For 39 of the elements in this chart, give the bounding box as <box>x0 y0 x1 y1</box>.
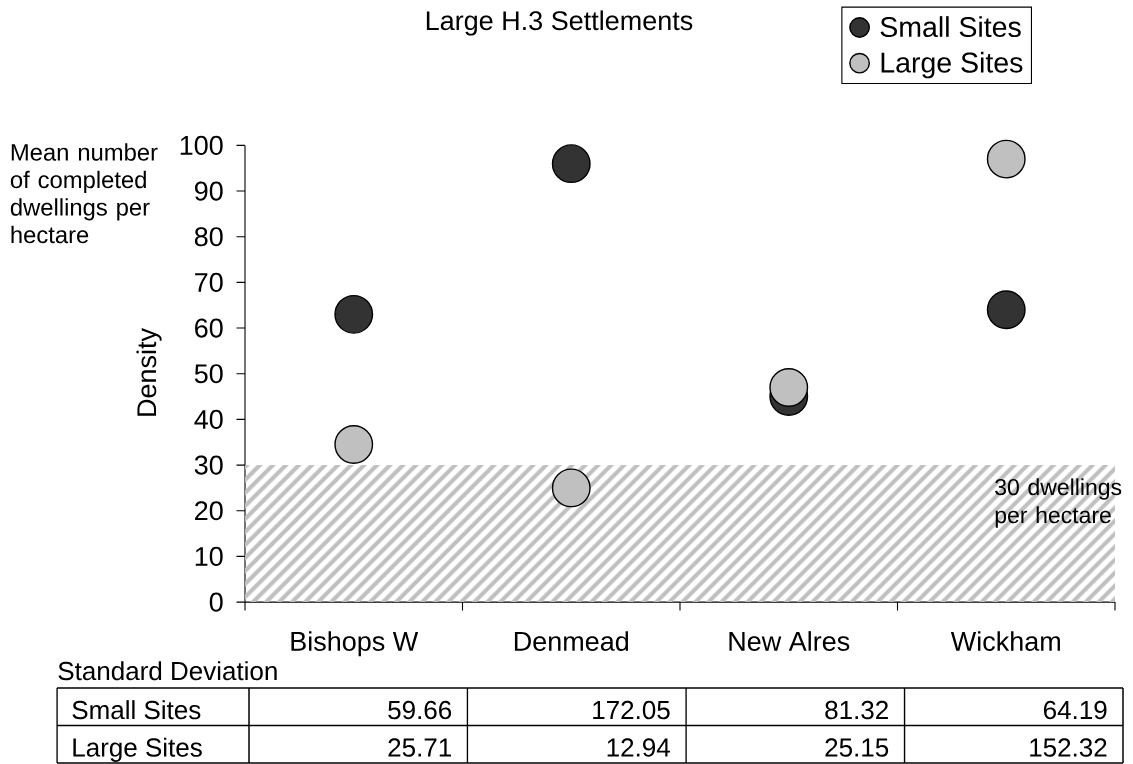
text: Standard Deviation <box>58 661 277 681</box>
text: Mean number of completed dwellings per hectare <box>10 143 158 244</box>
chart-title: Large H.3 Settlements <box>426 10 693 36</box>
point <box>334 425 374 464</box>
y-tick-label: 40 <box>194 409 223 429</box>
legend-label: Large Sites <box>881 51 1023 79</box>
text: 152.32 <box>1030 738 1107 757</box>
text: Small Sites <box>72 700 201 720</box>
legend-label: Small Sites <box>880 16 1021 38</box>
y-tick-label: 50 <box>194 364 223 384</box>
text: 59.66 <box>388 700 452 720</box>
text: 12.94 <box>607 738 670 757</box>
point <box>986 290 1026 330</box>
y-tick-label: 20 <box>195 501 223 521</box>
y-tick-label: 60 <box>195 318 223 338</box>
y-axis-title: Density <box>136 328 162 416</box>
point <box>769 367 809 407</box>
text: 25.15 <box>825 738 889 757</box>
y-tick-label: 70 <box>195 272 223 292</box>
y-tick-label: 0 <box>209 592 223 612</box>
text: 64.19 <box>1043 700 1107 720</box>
point <box>551 468 591 508</box>
y-tick-label: 100 <box>180 135 223 155</box>
text: 172.05 <box>593 700 670 720</box>
x-tick-label: Denmead <box>514 631 629 651</box>
text: Large Sites <box>73 737 202 762</box>
point <box>551 144 591 184</box>
x-tick-label: Bishops W <box>291 631 419 657</box>
band-label: 30 dwellings per hectare <box>995 478 1122 528</box>
text: 25.71 <box>388 738 451 757</box>
y-tick-label: 30 <box>194 455 223 475</box>
point <box>334 294 374 334</box>
y-tick-label: 10 <box>195 546 223 566</box>
x-tick-label: Wickham <box>950 631 1060 651</box>
text: 81.32 <box>825 700 888 720</box>
point <box>986 139 1026 179</box>
y-tick-label: 80 <box>194 227 223 247</box>
x-tick-label: New Alres <box>729 631 850 651</box>
y-tick-label: 90 <box>194 181 223 201</box>
